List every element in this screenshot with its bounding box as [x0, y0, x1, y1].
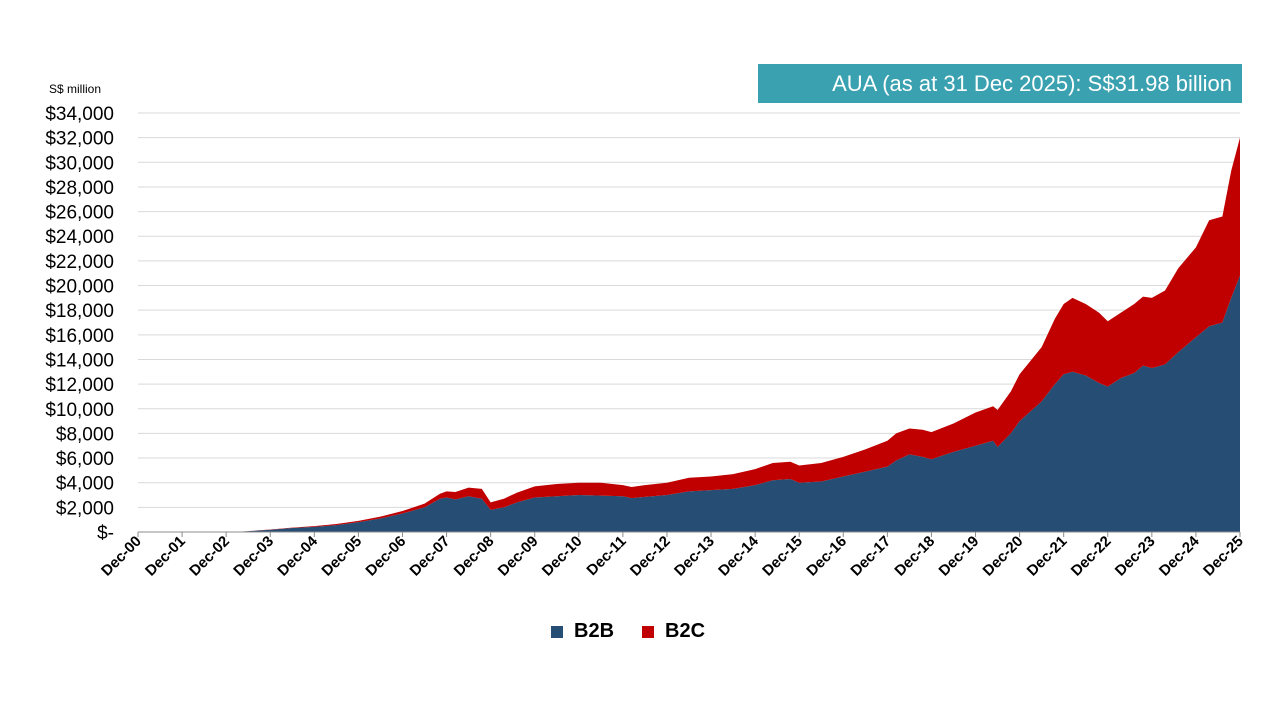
x-tick-label: Dec-16	[803, 533, 850, 580]
x-tick-label: Dec-09	[495, 533, 542, 580]
x-axis-tick-labels: Dec-00Dec-01Dec-02Dec-03Dec-04Dec-05Dec-…	[98, 532, 1247, 580]
x-tick-label: Dec-23	[1112, 533, 1159, 580]
chart-legend: B2B B2C	[551, 620, 733, 643]
x-tick-label: Dec-20	[980, 533, 1027, 580]
x-tick-label: Dec-12	[627, 533, 674, 580]
b2b-swatch	[551, 625, 563, 638]
y-tick-label: $32,000	[45, 129, 114, 150]
x-tick-label: Dec-17	[847, 533, 894, 580]
y-tick-label: $4,000	[56, 474, 114, 495]
y-tick-label: $18,000	[45, 301, 114, 322]
y-tick-label: $8,000	[56, 424, 114, 445]
y-tick-label: $-	[97, 523, 114, 544]
b2c-swatch	[642, 625, 655, 638]
y-tick-label: $14,000	[45, 350, 114, 371]
area-b2b	[138, 275, 1240, 532]
x-tick-label: Dec-14	[715, 532, 762, 579]
y-tick-label: $16,000	[45, 326, 114, 347]
x-tick-label: Dec-18	[891, 533, 938, 580]
legend-item-b2b: B2B	[551, 620, 614, 643]
y-tick-label: $26,000	[45, 203, 114, 224]
y-axis-unit-label: S$ million	[49, 82, 102, 96]
x-tick-label: Dec-08	[451, 533, 498, 580]
x-tick-label: Dec-01	[142, 533, 189, 580]
x-tick-label: Dec-07	[407, 533, 454, 580]
y-tick-label: $28,000	[45, 178, 114, 199]
y-axis-tick-labels: $- $2,000 $4,000 $6,000 $8,000 $10,000 $12,000…	[45, 104, 114, 544]
stacked-areas	[138, 137, 1240, 532]
x-tick-label: Dec-05	[318, 533, 365, 580]
y-tick-label: $34,000	[45, 104, 114, 125]
x-tick-label: Dec-21	[1024, 533, 1071, 580]
area-b2c	[138, 137, 1240, 532]
x-tick-label: Dec-03	[230, 533, 277, 580]
x-tick-label: Dec-25	[1200, 533, 1247, 580]
x-tick-label: Dec-19	[936, 533, 983, 580]
x-tick-label: Dec-02	[186, 533, 233, 580]
x-tick-label: Dec-13	[671, 533, 718, 580]
y-tick-label: $20,000	[45, 277, 114, 298]
legend-label-b2c: B2C	[665, 620, 706, 642]
y-tick-label: $6,000	[56, 449, 114, 470]
x-tick-label: Dec-10	[539, 533, 586, 580]
x-tick-label: Dec-06	[362, 533, 409, 580]
x-tick-label: Dec-22	[1068, 533, 1115, 580]
legend-label-b2b: B2B	[574, 620, 615, 642]
x-tick-label: Dec-11	[583, 533, 629, 579]
y-tick-label: $24,000	[45, 227, 114, 248]
y-tick-label: $30,000	[45, 153, 114, 174]
x-tick-label: Dec-24	[1156, 532, 1203, 579]
x-tick-label: Dec-04	[274, 532, 321, 579]
x-tick-label: Dec-15	[759, 533, 806, 580]
y-tick-label: $22,000	[45, 252, 114, 273]
legend-item-b2c: B2C	[642, 620, 705, 643]
aua-total-banner: AUA (as at 31 Dec 2025): S$31.98 billion	[758, 64, 1242, 103]
y-tick-label: $12,000	[45, 375, 114, 396]
y-tick-label: $2,000	[56, 498, 114, 519]
banner-text: AUA (as at 31 Dec 2025): S$31.98 billion	[832, 70, 1232, 96]
y-tick-label: $10,000	[45, 400, 114, 421]
gridlines	[138, 112, 1240, 508]
